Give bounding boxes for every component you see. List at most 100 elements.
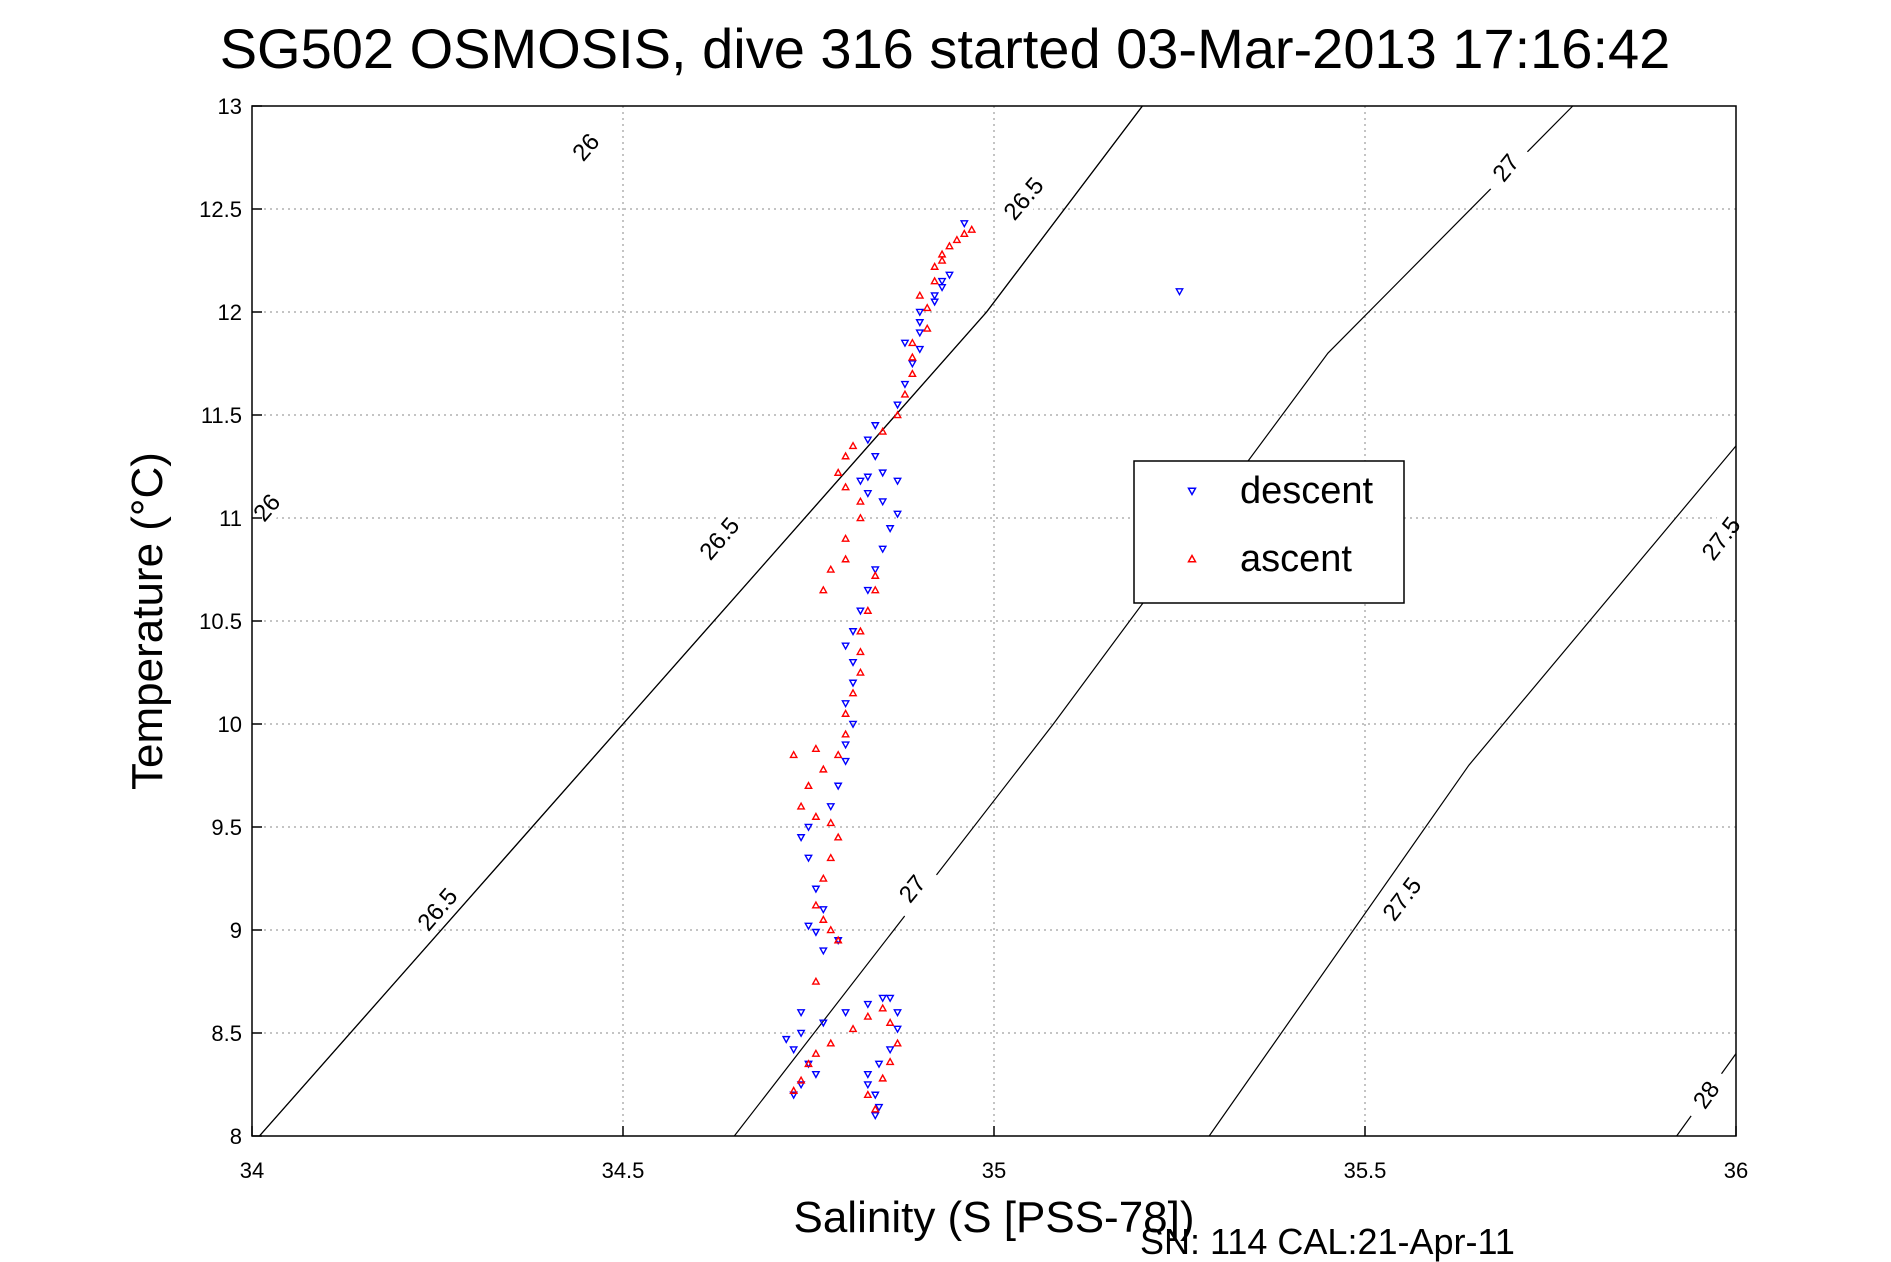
ascent-point <box>848 441 858 450</box>
ascent-point <box>833 468 843 476</box>
ascent-legend-label: ascent <box>1240 538 1352 580</box>
ascent-point <box>893 1038 902 1047</box>
descent-point <box>930 298 940 307</box>
ascent-point <box>848 688 858 697</box>
descent-point <box>818 1019 828 1028</box>
descent-point <box>863 490 873 498</box>
legend: descent ascent <box>1133 460 1405 604</box>
descent-point <box>878 545 888 554</box>
ascent-point <box>922 303 932 312</box>
y-tick-label: 8.5 <box>211 1021 242 1046</box>
ascent-point <box>811 744 821 752</box>
y-tick-label: 9 <box>230 918 242 943</box>
ascent-point <box>893 410 902 419</box>
legend-box <box>1133 460 1405 604</box>
descent-point <box>870 452 880 461</box>
descent-point <box>915 319 925 327</box>
ascent-point <box>870 571 880 579</box>
descent-point <box>885 994 895 1003</box>
descent-point <box>833 782 843 791</box>
descent-point <box>863 586 873 595</box>
descent-legend-marker <box>1187 487 1197 497</box>
y-tick-label: 9.5 <box>211 815 242 840</box>
y-axis-label: Temperature (°C) <box>123 452 172 790</box>
ascent-point <box>907 369 917 378</box>
ascent-point <box>826 818 836 827</box>
y-tick-label: 10.5 <box>199 609 242 634</box>
descent-point <box>796 1029 806 1038</box>
descent-point <box>789 1091 799 1100</box>
ascent-point <box>811 976 821 985</box>
descent-point <box>893 510 902 519</box>
ascent-point <box>922 323 932 332</box>
descent-point <box>781 1035 791 1044</box>
x-axis-label: Salinity (S [PSS-78]) <box>793 1193 1194 1242</box>
descent-point <box>818 906 828 915</box>
descent-point <box>900 380 910 389</box>
ascent-point <box>848 1024 858 1033</box>
descent-point <box>878 469 888 478</box>
descent-point <box>915 345 925 354</box>
descent-point <box>848 720 858 729</box>
ascent-point <box>915 290 925 299</box>
ascent-legend-marker <box>1187 553 1197 563</box>
y-tick-label: 11 <box>219 506 242 531</box>
descent-point <box>863 1070 873 1079</box>
descent-point <box>878 498 888 507</box>
descent-point <box>900 339 910 348</box>
ascent-point <box>907 338 917 347</box>
y-axis-ticks: 8 8.5 9 9.5 10 10.5 11 11.5 12 12.5 13 <box>199 94 262 1149</box>
descent-point <box>893 1025 902 1034</box>
ascent-point <box>833 935 843 944</box>
ascent-point <box>878 1003 888 1012</box>
ascent-point <box>856 647 865 656</box>
ascent-point <box>818 873 828 882</box>
ascent-point <box>789 1086 799 1094</box>
ascent-point <box>959 229 969 237</box>
x-tick-label: 36 <box>1724 1158 1748 1183</box>
ascent-point <box>826 1038 836 1047</box>
ascent-point <box>804 1059 813 1068</box>
descent-point <box>893 1009 902 1018</box>
y-tick-label: 13 <box>218 94 242 119</box>
y-tick-label: 8 <box>230 1124 242 1149</box>
descent-point <box>796 834 806 842</box>
ascent-point <box>967 224 977 233</box>
descent-point <box>959 220 969 229</box>
descent-point <box>804 823 813 832</box>
descent-point <box>796 1009 806 1018</box>
ascent-point <box>811 812 821 820</box>
x-tick-label: 35 <box>982 1158 1006 1183</box>
descent-point <box>811 928 821 937</box>
descent-point <box>937 284 947 292</box>
descent-point <box>863 1081 873 1090</box>
descent-point <box>856 607 865 616</box>
descent-point <box>870 422 880 430</box>
ascent-point <box>863 1011 873 1020</box>
descent-point <box>841 757 850 766</box>
ascent-point <box>952 235 962 244</box>
ascent-point <box>878 1073 888 1082</box>
ascent-point <box>818 764 828 773</box>
descent-point <box>870 566 880 575</box>
descent-point <box>1175 288 1184 297</box>
ascent-point <box>863 1090 873 1099</box>
density-contour-line <box>1208 445 1737 1137</box>
descent-point <box>885 1046 895 1055</box>
descent-point <box>841 1009 850 1018</box>
contour-label-bg <box>994 168 1052 228</box>
serial-calibration-note: SN: 114 CAL:21-Apr-11 <box>1140 1221 1515 1262</box>
ascent-point <box>811 900 821 909</box>
ascent-point <box>826 925 836 934</box>
ascent-point <box>796 801 806 810</box>
ascent-point <box>885 1018 895 1026</box>
descent-point <box>874 1060 884 1069</box>
descent-point <box>796 1081 806 1090</box>
descent-point <box>804 922 813 931</box>
y-tick-label: 11.5 <box>201 403 242 428</box>
descent-point <box>811 885 821 894</box>
contour-label-bg <box>408 879 466 939</box>
descent-point <box>870 1112 880 1121</box>
ascent-point <box>856 496 865 505</box>
descent-point <box>874 1103 884 1112</box>
